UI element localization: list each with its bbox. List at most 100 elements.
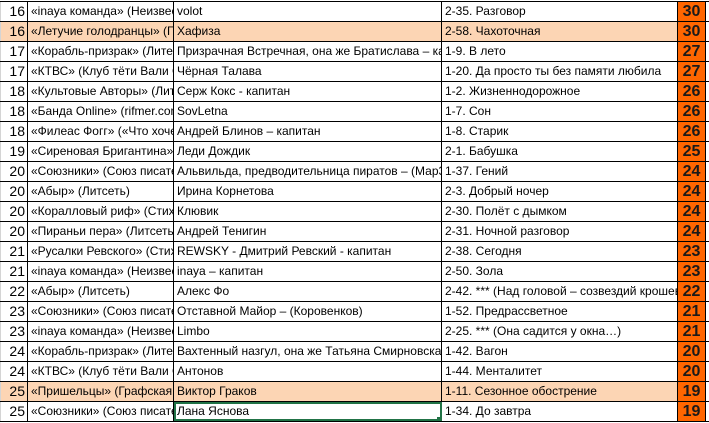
place-cell[interactable]: 23 xyxy=(0,302,28,321)
poem-cell[interactable]: 1-52. Предрассветное xyxy=(442,302,678,321)
team-cell[interactable]: «Пришельцы» (Графская Пристань xyxy=(28,382,174,401)
author-cell[interactable]: Виктор Граков xyxy=(174,382,442,401)
team-cell[interactable]: «Абыр» (Литсеть) xyxy=(28,282,174,301)
place-cell[interactable]: 21 xyxy=(0,262,28,281)
empty-cell[interactable] xyxy=(706,262,709,281)
author-cell[interactable]: Алекс Фо xyxy=(174,282,442,301)
author-cell[interactable]: Limbo xyxy=(174,322,442,341)
empty-cell[interactable] xyxy=(706,202,709,221)
place-cell[interactable]: 17 xyxy=(0,42,28,61)
score-cell[interactable]: 27 xyxy=(678,62,706,81)
team-cell[interactable]: «inaya команда» (Неизвестный xyxy=(28,262,174,281)
score-cell[interactable]: 21 xyxy=(678,322,706,341)
empty-cell[interactable] xyxy=(706,302,709,321)
team-cell[interactable]: «КТВС» (Клуб тёти Вали Сидоровой xyxy=(28,62,174,81)
team-cell[interactable]: «Союзники» (Союз писателей xyxy=(28,162,174,181)
team-cell[interactable]: «Культовые Авторы» (ЛитКульт xyxy=(28,82,174,101)
poem-cell[interactable]: 2-31. Ночной разговор xyxy=(442,222,678,241)
empty-cell[interactable] xyxy=(706,22,709,41)
poem-cell[interactable]: 2-25. *** (Она садится у окна…) xyxy=(442,322,678,341)
author-cell[interactable]: Чёрная Талава xyxy=(174,62,442,81)
empty-cell[interactable] xyxy=(706,2,709,21)
poem-cell[interactable]: 1-9. В лето xyxy=(442,42,678,61)
place-cell[interactable]: 24 xyxy=(0,362,28,381)
poem-cell[interactable]: 2-35. Разговор xyxy=(442,2,678,21)
author-cell[interactable]: Андрей Блинов – капитан xyxy=(174,122,442,141)
score-cell[interactable]: 23 xyxy=(678,262,706,281)
empty-cell[interactable] xyxy=(706,362,709,381)
author-cell[interactable]: Леди Дождик xyxy=(174,142,442,161)
team-cell[interactable]: «Русалки Ревского» (Стихи.ру) xyxy=(28,242,174,261)
score-cell[interactable]: 20 xyxy=(678,362,706,381)
team-cell[interactable]: «Пираньи пера» (Литсеть) xyxy=(28,222,174,241)
place-cell[interactable]: 20 xyxy=(0,162,28,181)
place-cell[interactable]: 17 xyxy=(0,62,28,81)
score-cell[interactable]: 25 xyxy=(678,142,706,161)
team-cell[interactable]: «inaya команда» (Неизвестный xyxy=(28,2,174,21)
place-cell[interactable]: 19 xyxy=(0,142,28,161)
score-cell[interactable]: 23 xyxy=(678,242,706,261)
empty-cell[interactable] xyxy=(706,222,709,241)
team-cell[interactable]: «Банда Online» (rifmer.com) xyxy=(28,102,174,121)
author-cell[interactable]: Альвильда, предводительница пиратов – (М… xyxy=(174,162,442,181)
author-cell[interactable]: Отставной Майор – (Коровенков) xyxy=(174,302,442,321)
score-cell[interactable]: 24 xyxy=(678,222,706,241)
team-cell[interactable]: «КТВС» (Клуб тёти Вали Сидоровой xyxy=(28,362,174,381)
empty-cell[interactable] xyxy=(706,62,709,81)
author-cell[interactable]: Антонов xyxy=(174,362,442,381)
poem-cell[interactable]: 1-20. Да просто ты без памяти любила xyxy=(442,62,678,81)
selected-cell[interactable]: Лана Яснова xyxy=(174,402,442,421)
place-cell[interactable]: 18 xyxy=(0,122,28,141)
author-cell[interactable]: Серж Кокс - капитан xyxy=(174,82,442,101)
author-cell[interactable]: REWSKY - Дмитрий Ревский - капитан xyxy=(174,242,442,261)
score-cell[interactable]: 26 xyxy=(678,102,706,121)
empty-cell[interactable] xyxy=(706,102,709,121)
author-cell[interactable]: Ирина Корнетова xyxy=(174,182,442,201)
team-cell[interactable]: «Корабль-призрак» (Литература xyxy=(28,342,174,361)
team-cell[interactable]: «Корабль-призрак» (Литература xyxy=(28,42,174,61)
empty-cell[interactable] xyxy=(706,282,709,301)
score-cell[interactable]: 24 xyxy=(678,182,706,201)
place-cell[interactable]: 22 xyxy=(0,282,28,301)
score-cell[interactable]: 24 xyxy=(678,202,706,221)
poem-cell[interactable]: 1-34. До завтра xyxy=(442,402,678,421)
place-cell[interactable]: 20 xyxy=(0,222,28,241)
empty-cell[interactable] xyxy=(706,382,709,401)
poem-cell[interactable]: 2-42. *** (Над головой – созвездий кроше… xyxy=(442,282,678,301)
poem-cell[interactable]: 2-50. Зола xyxy=(442,262,678,281)
author-cell[interactable]: inaya – капитан xyxy=(174,262,442,281)
score-cell[interactable]: 21 xyxy=(678,302,706,321)
team-cell[interactable]: «Сиреновая Бригантина» (Стихи xyxy=(28,142,174,161)
score-cell[interactable]: 22 xyxy=(678,282,706,301)
place-cell[interactable]: 25 xyxy=(0,382,28,401)
poem-cell[interactable]: 1-8. Старик xyxy=(442,122,678,141)
place-cell[interactable]: 18 xyxy=(0,102,28,121)
author-cell[interactable]: Клювик xyxy=(174,202,442,221)
empty-cell[interactable] xyxy=(706,122,709,141)
place-cell[interactable]: 25 xyxy=(0,402,28,421)
author-cell[interactable]: Вахтенный назгул, она же Татьяна Смирнов… xyxy=(174,342,442,361)
place-cell[interactable]: 21 xyxy=(0,242,28,261)
poem-cell[interactable]: 1-44. Менталитет xyxy=(442,362,678,381)
empty-cell[interactable] xyxy=(706,322,709,341)
empty-cell[interactable] xyxy=(706,162,709,181)
empty-cell[interactable] xyxy=(706,82,709,101)
score-cell[interactable]: 30 xyxy=(678,22,706,41)
place-cell[interactable]: 23 xyxy=(0,322,28,341)
poem-cell[interactable]: 2-30. Полёт с дымком xyxy=(442,202,678,221)
score-cell[interactable]: 19 xyxy=(678,402,706,421)
place-cell[interactable]: 16 xyxy=(0,2,28,21)
score-cell[interactable]: 30 xyxy=(678,2,706,21)
poem-cell[interactable]: 1-42. Вагон xyxy=(442,342,678,361)
team-cell[interactable]: «Летучие голодранцы» (Графская xyxy=(28,22,174,41)
score-cell[interactable]: 26 xyxy=(678,122,706,141)
author-cell[interactable]: volot xyxy=(174,2,442,21)
author-cell[interactable]: SovLetna xyxy=(174,102,442,121)
place-cell[interactable]: 24 xyxy=(0,342,28,361)
author-cell[interactable]: Андрей Тенигин xyxy=(174,222,442,241)
poem-cell[interactable]: 1-2. Жизненнодорожное xyxy=(442,82,678,101)
team-cell[interactable]: «Союзники» (Союз писателей xyxy=(28,402,174,421)
poem-cell[interactable]: 2-38. Сегодня xyxy=(442,242,678,261)
poem-cell[interactable]: 1-11. Сезонное обострение xyxy=(442,382,678,401)
poem-cell[interactable]: 2-1. Бабушка xyxy=(442,142,678,161)
